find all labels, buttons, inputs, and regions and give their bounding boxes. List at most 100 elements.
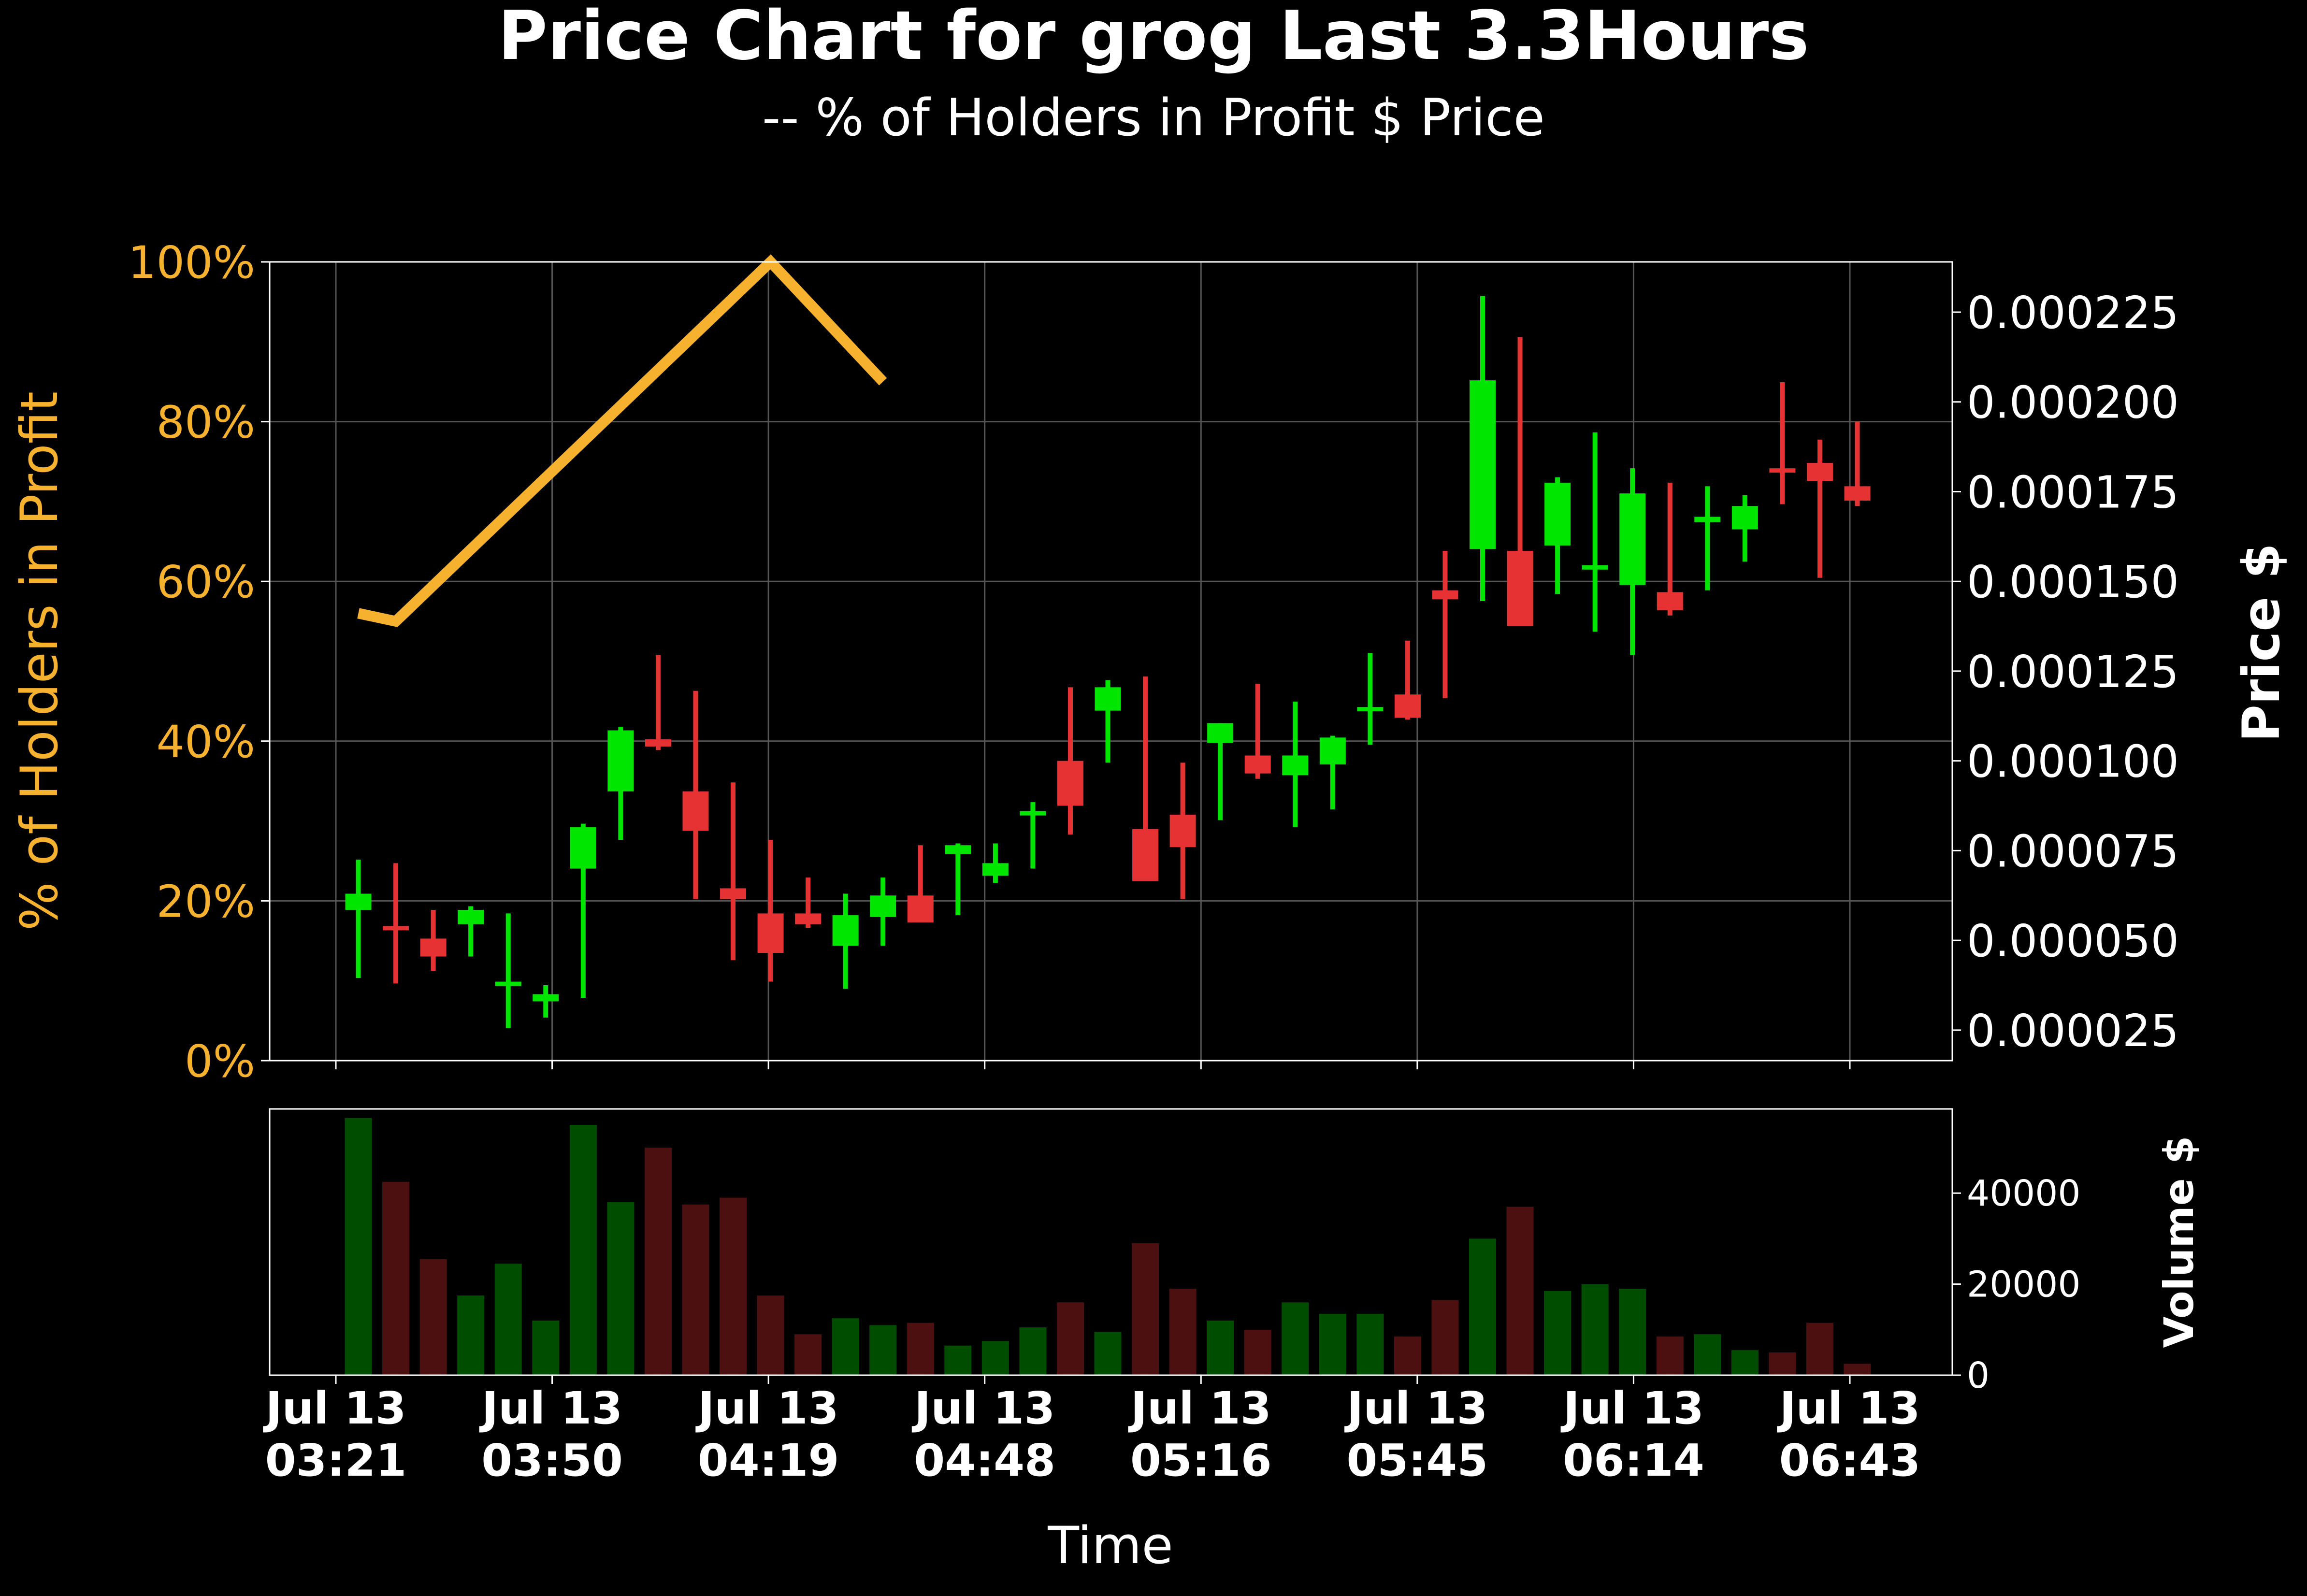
volume-bar [1506,1207,1534,1375]
candle-body [757,913,784,953]
volume-axis-ticks: 0 20000 40000 [1952,1173,2080,1396]
volume-bar [457,1295,485,1375]
volume-bar [345,1118,372,1375]
volume-bar [1806,1323,1833,1375]
x-tick-label-date: Jul 13 [1560,1382,1704,1434]
x-tick-label-date: Jul 13 [1776,1382,1920,1434]
volume-bar [1394,1336,1421,1375]
volume-bar [1132,1243,1159,1375]
candle-body [1169,815,1196,847]
candle-body [345,893,372,910]
x-tick-label-time: 03:50 [481,1435,623,1486]
candle-body [1470,380,1496,549]
volume-bar [1769,1352,1796,1375]
candlesticks [345,296,1871,1029]
right-tick-label: 0.000050 [1967,915,2179,967]
volume-plot-frame [269,1108,1953,1376]
x-tick-label: Jul 13 06:14 [1560,1382,1704,1486]
volume-bar [682,1204,709,1375]
left-tick-label: 20% [157,876,255,927]
candle-body [982,863,1009,876]
volume-bar [1094,1332,1122,1375]
candle-body [1319,737,1346,765]
volume-bar [1844,1364,1871,1375]
right-axis-ticks: 0.000025 0.000050 0.000075 0.000100 0.000125… [1952,287,2179,1057]
main-plot-frame [269,261,1953,1062]
volume-bar [419,1259,447,1375]
volume-bar [1694,1334,1721,1375]
candle-body [1357,707,1384,712]
volume-bar [607,1202,634,1375]
volume-bar [1469,1238,1497,1375]
volume-bar [944,1345,972,1375]
right-tick-label: 0.000225 [1967,287,2179,339]
right-axis-label: Price $ [2232,543,2291,742]
x-tick-label-time: 05:45 [1346,1435,1488,1486]
x-tick-label-time: 04:48 [914,1435,1055,1486]
candle-body [1057,761,1083,806]
x-tick-label: Jul 13 03:21 [262,1382,406,1486]
volume-axis-label: Volume $ [2155,1136,2203,1348]
candle-body [1432,590,1458,600]
candle-body [1132,829,1159,881]
left-axis-label: % of Holders in Profit [10,391,69,931]
left-tick-label: 60% [157,556,255,608]
volume-bar [757,1295,784,1375]
right-tick-label: 0.000075 [1967,825,2179,877]
candle-body [1394,694,1421,718]
volume-bars [345,1118,1871,1375]
volume-bar [869,1325,897,1375]
candle-body [383,926,409,931]
volume-bar [720,1197,747,1375]
candle-body [1769,468,1796,473]
candle-body [645,739,671,747]
x-tick-label-time: 06:43 [1779,1435,1921,1486]
volume-bar [532,1320,560,1375]
volume-bar [1319,1313,1346,1375]
candle-body [570,827,596,869]
volume-tick-label: 0 [1967,1355,1990,1396]
right-tick-label: 0.000150 [1967,556,2179,608]
candle-body [945,845,971,854]
volume-bar [907,1323,934,1375]
left-tick-label: 100% [128,237,255,288]
x-tick-label-time: 04:19 [698,1435,839,1486]
volume-bar [832,1318,859,1375]
right-tick-label: 0.000025 [1967,1005,2179,1057]
candle-body [1619,493,1646,585]
x-tick-label: Jul 13 03:50 [479,1382,623,1486]
candle-body [907,895,934,922]
candle-body [1207,723,1234,743]
x-tick-label: Jul 13 04:48 [911,1382,1055,1486]
x-tick-label-date: Jul 13 [479,1382,622,1434]
volume-bar [1356,1313,1384,1375]
x-tick-label: Jul 13 05:16 [1128,1382,1272,1486]
candle-body [832,915,859,946]
right-tick-label: 0.000175 [1967,466,2179,518]
left-tick-label: 0% [185,1035,255,1087]
x-tick-label: Jul 13 06:43 [1776,1382,1920,1486]
x-tick-label-date: Jul 13 [1344,1382,1487,1434]
candle-body [1507,551,1533,627]
candle-body [720,888,747,899]
candle-body [1694,517,1721,522]
volume-bar [1544,1291,1572,1375]
x-tick-label-date: Jul 13 [1128,1382,1271,1434]
candle-body [1544,482,1571,546]
volume-tick-label: 40000 [1967,1173,2080,1214]
x-axis-label: Time [1047,1516,1173,1575]
candle-body [1095,687,1121,711]
volume-bar [794,1334,822,1375]
left-tick-label: 40% [157,716,255,768]
volume-bar [569,1124,597,1375]
volume-bar [1581,1284,1609,1375]
left-axis-ticks: 0% 20% 40% 60% 80% 100% [128,237,270,1087]
volume-tick-label: 20000 [1967,1264,2080,1306]
candle-body [1582,565,1608,570]
volume-bar [1019,1327,1047,1375]
x-tick-label-time: 03:21 [265,1435,407,1486]
volume-bar [1731,1350,1759,1375]
x-tick-label-date: Jul 13 [262,1382,406,1434]
